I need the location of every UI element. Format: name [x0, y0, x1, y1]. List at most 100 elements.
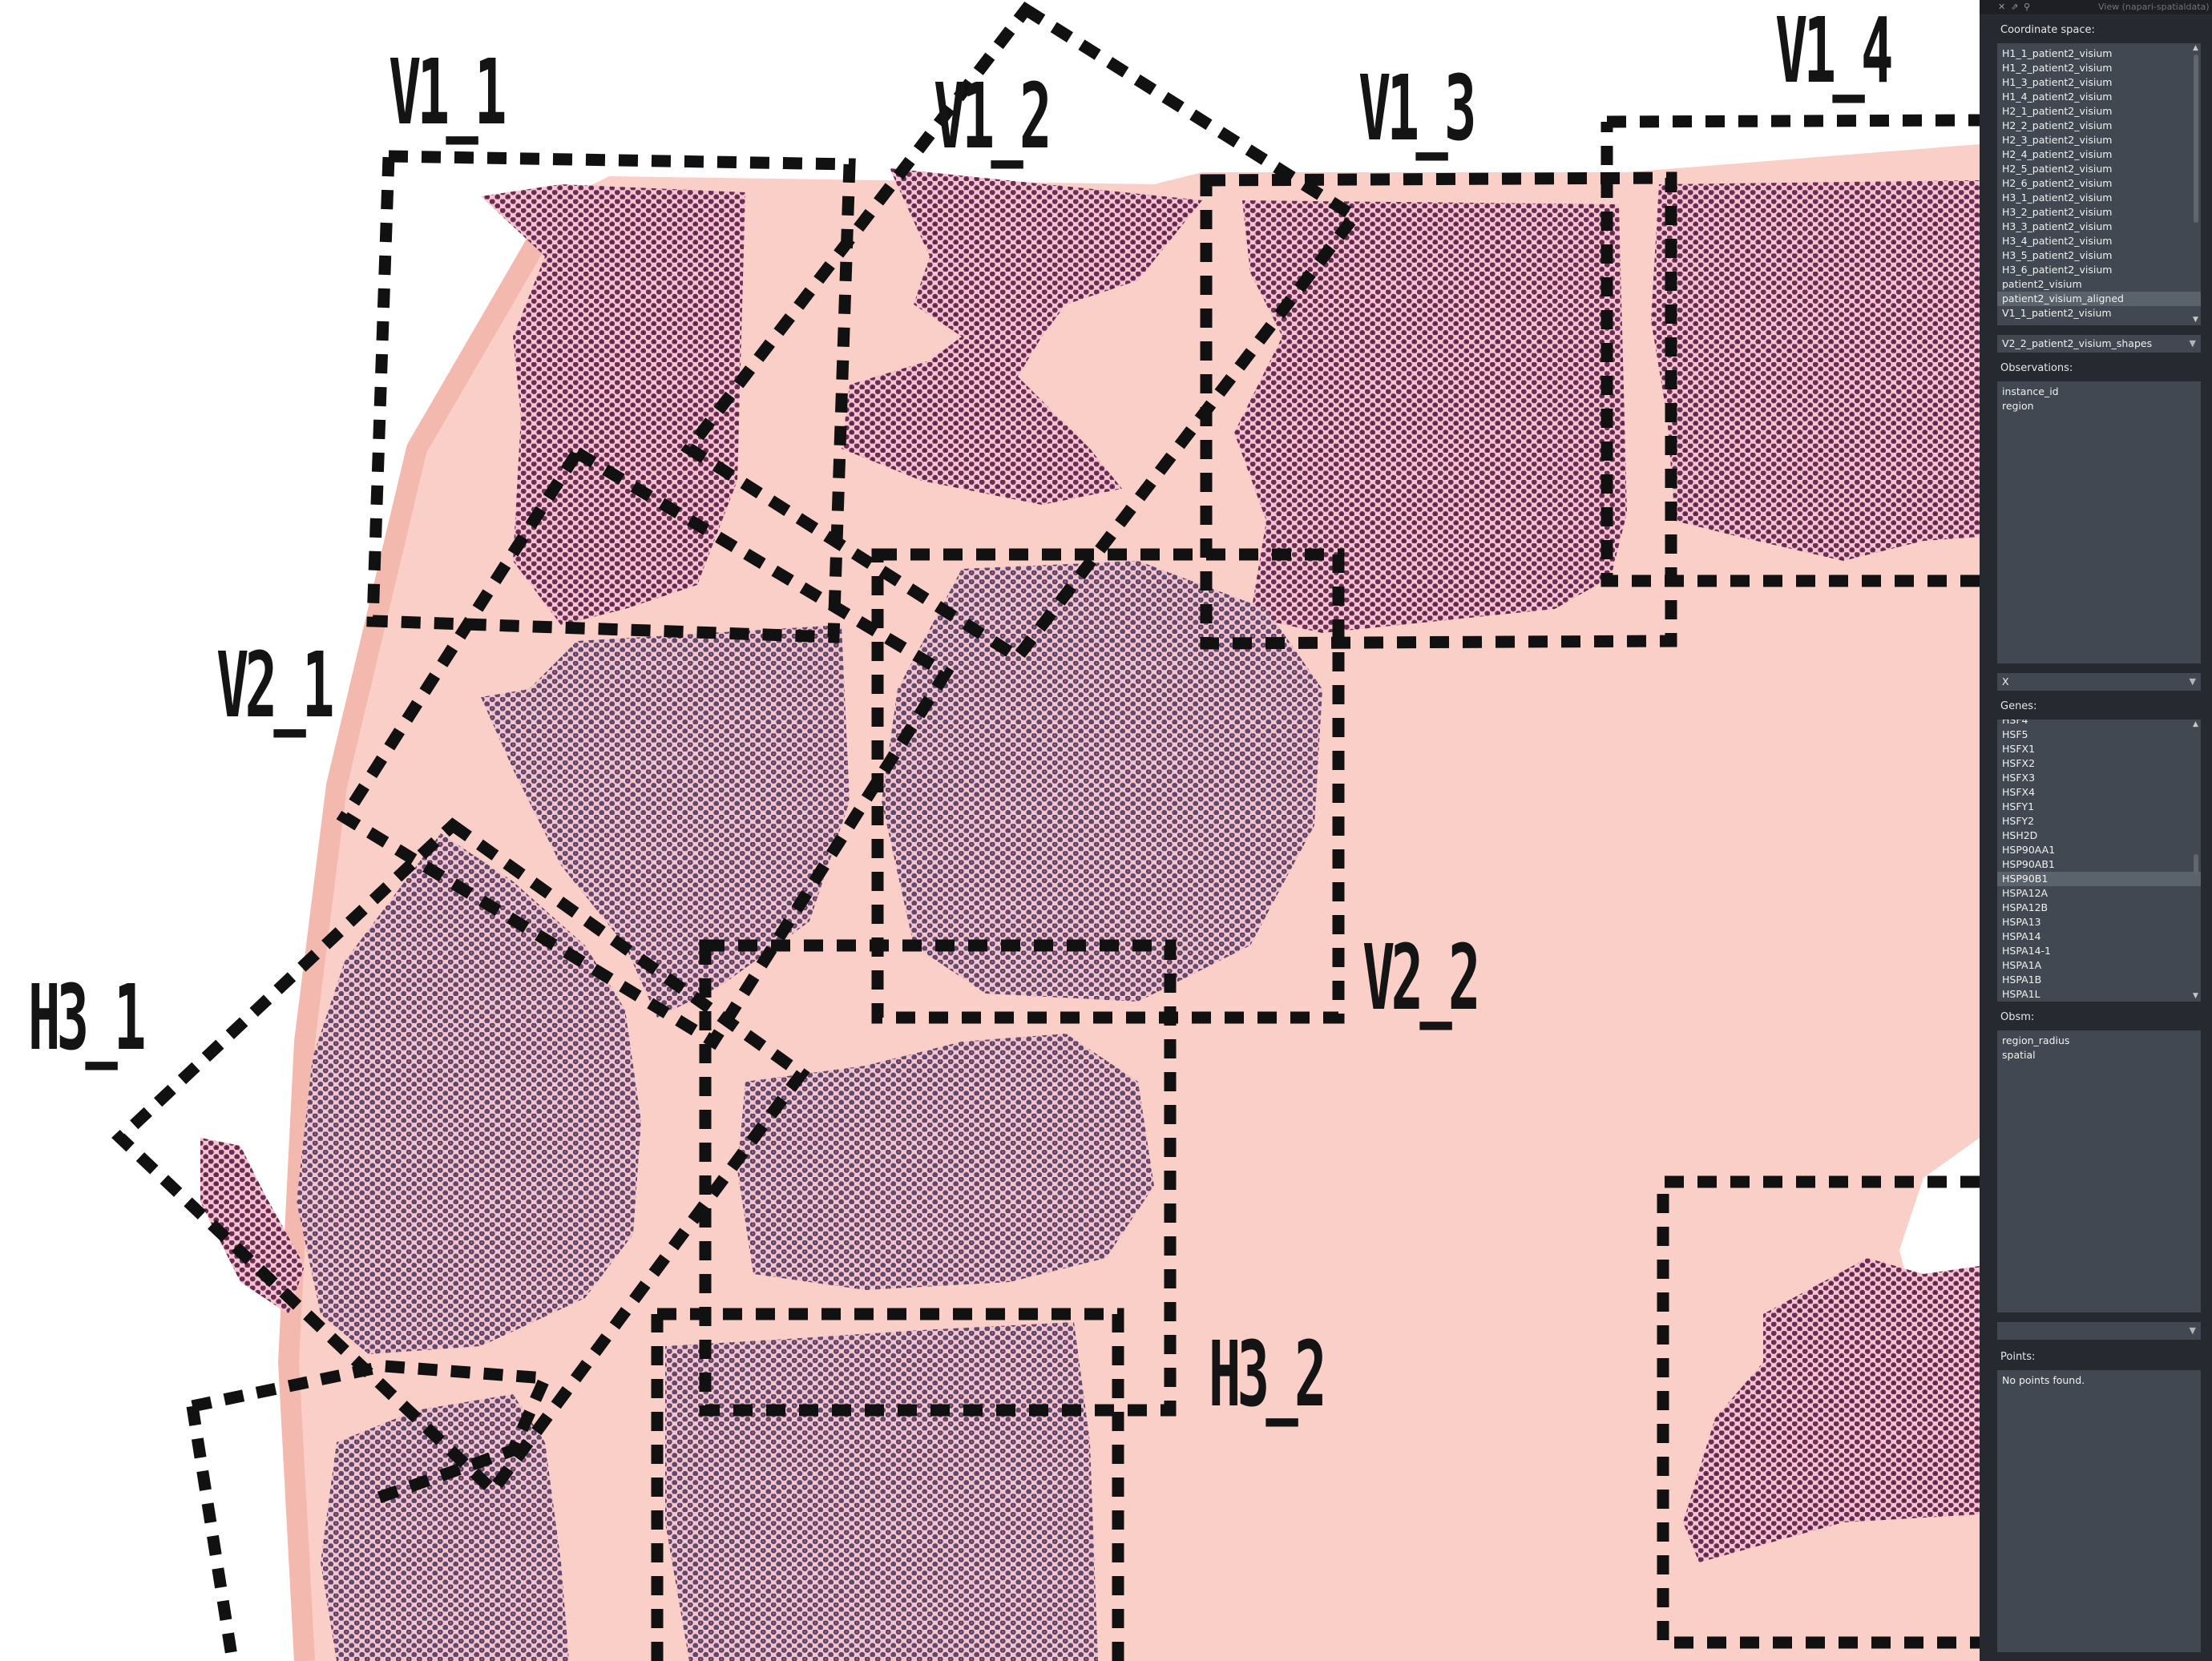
list-item[interactable]: HSP90AB1	[2002, 858, 2055, 870]
chevron-down-icon: ▼	[2189, 1325, 2196, 1336]
spot-cluster-v1-3	[1234, 200, 1627, 633]
list-item[interactable]: H3_3_patient2_visium	[2002, 220, 2113, 232]
list-item[interactable]: H2_4_patient2_visium	[2002, 148, 2113, 160]
list-item[interactable]: H3_6_patient2_visium	[2002, 264, 2113, 276]
spot-cluster-v2-1	[481, 625, 850, 1018]
list-item[interactable]: H3_4_patient2_visium	[2002, 235, 2113, 247]
list-item[interactable]: HSPA1B	[2002, 974, 2042, 986]
list-item[interactable]: HSF4	[2002, 720, 2028, 726]
list-item[interactable]: HSPA14	[2002, 930, 2041, 942]
outline-v1-2[interactable]	[680, 2, 1363, 666]
list-item[interactable]: HSFY2	[2002, 815, 2035, 827]
list-item[interactable]: patient2_visium_aligned	[1997, 292, 2201, 306]
coordinate-space-label: Coordinate space:	[2000, 24, 2095, 36]
outline-bottom-center[interactable]	[651, 1308, 1124, 1661]
list-item[interactable]: HSPA12B	[2002, 901, 2049, 913]
outline-h3-1[interactable]	[111, 817, 810, 1500]
list-item[interactable]: instance_id	[2002, 385, 2059, 397]
outline-h3-2[interactable]	[699, 939, 1177, 1417]
chevron-down-icon: ▼	[2189, 338, 2196, 349]
points-select[interactable]: ▼	[1997, 1322, 2201, 1340]
list-item[interactable]: H2_5_patient2_visium	[2002, 163, 2113, 175]
list-item[interactable]: H2_1_patient2_visium	[2002, 105, 2113, 117]
outline-v1-3[interactable]	[1200, 171, 1677, 650]
coordinate-space-list[interactable]: H1_1_patient2_visium H1_2_patient2_visium…	[1997, 43, 2201, 325]
label-v1-3: V1_3	[1358, 57, 1476, 161]
dock-titlebar: ✕ ⇗ ⚲ View (napari-spatialdata)	[1980, 0, 2212, 14]
spot-cluster-h3-2	[737, 1034, 1154, 1290]
list-item[interactable]: H3_5_patient2_visium	[2002, 249, 2113, 261]
outline-v2-2[interactable]	[871, 548, 1345, 1024]
list-item[interactable]: No points found.	[2002, 1374, 2085, 1386]
outline-v1-1[interactable]	[366, 150, 856, 643]
list-item[interactable]: HSP90B1	[1997, 872, 2201, 886]
close-icon[interactable]: ✕	[1998, 2, 2006, 12]
list-item[interactable]: region	[2002, 400, 2034, 412]
list-item[interactable]: HSFX3	[2002, 772, 2036, 784]
list-item[interactable]: HSFX4	[2002, 786, 2036, 798]
scroll-up-icon[interactable]: ▲	[2193, 44, 2198, 52]
list-item[interactable]: HSPA13	[2002, 916, 2041, 928]
list-item[interactable]: H1_1_patient2_visium	[2002, 47, 2113, 59]
outline-v2-1[interactable]	[336, 444, 955, 1050]
list-item[interactable]: H3_1_patient2_visium	[2002, 191, 2113, 204]
label-h3-1: H3_1	[28, 966, 146, 1070]
list-item[interactable]: HSPA14-1	[2002, 945, 2051, 957]
spot-cluster-bottom-left	[321, 1394, 569, 1661]
list-item[interactable]: region_radius	[2002, 1034, 2070, 1046]
search-icon[interactable]: ⚲	[2024, 2, 2031, 12]
shapes-select-value: V2_2_patient2_visium_shapes	[2002, 337, 2153, 349]
tissue-view[interactable]	[0, 0, 1980, 1661]
list-item[interactable]: HSPA1L	[2002, 988, 2040, 1000]
layer-select[interactable]: X ▼	[1997, 673, 2201, 691]
outline-v1-4[interactable]	[1600, 114, 1980, 587]
genes-scrollbar[interactable]: ▲ ▼	[2193, 720, 2199, 1002]
spot-cluster-v1-2	[842, 168, 1202, 505]
spot-cluster-v2-2	[882, 561, 1322, 1002]
label-v2-2: V2_2	[1362, 926, 1480, 1030]
list-item[interactable]: HSFX1	[2002, 743, 2036, 755]
list-item[interactable]: HSP90AA1	[2002, 844, 2056, 856]
list-item[interactable]: H1_4_patient2_visium	[2002, 91, 2113, 103]
list-item[interactable]: HSF5	[2002, 728, 2028, 740]
layer-select-value: X	[2002, 675, 2009, 687]
list-item[interactable]: H1_3_patient2_visium	[2002, 76, 2113, 88]
list-item[interactable]: HSPA12A	[2002, 887, 2049, 899]
label-v1-1: V1_1	[389, 41, 507, 145]
list-item[interactable]: H2_2_patient2_visium	[2002, 119, 2113, 131]
spot-cluster-h3-1	[297, 833, 641, 1354]
list-item[interactable]: spatial	[2002, 1049, 2036, 1061]
outline-bottom-left[interactable]	[186, 1360, 555, 1661]
points-list[interactable]: No points found.	[1997, 1370, 2201, 1652]
spot-cluster-v1-4	[1651, 180, 1980, 561]
image-canvas[interactable]: V1_1 V1_2 V1_3 V1_4 V2_1 V2_2 H3_1 H3_2	[0, 0, 1980, 1661]
spatialdata-view-panel: ✕ ⇗ ⚲ View (napari-spatialdata) Coordina…	[1980, 0, 2212, 1661]
outline-bottom-right[interactable]	[1657, 1175, 1980, 1649]
list-item[interactable]: H1_2_patient2_visium	[2002, 62, 2113, 74]
observations-label: Observations:	[2000, 362, 2073, 374]
list-item[interactable]: HSH2D	[2002, 829, 2038, 841]
scroll-down-icon[interactable]: ▼	[2193, 316, 2198, 324]
list-item[interactable]: H3_2_patient2_visium	[2002, 206, 2113, 218]
genes-list[interactable]: HSF4 HSF5 HSFX1 HSFX2 HSFX3 HSFX4 HSFY1 HSFY2 HS…	[1997, 720, 2201, 1002]
list-item[interactable]: H2_3_patient2_visium	[2002, 134, 2113, 146]
list-item[interactable]: HSFY1	[2002, 800, 2035, 812]
list-item[interactable]: H2_6_patient2_visium	[2002, 177, 2113, 189]
list-item[interactable]: V1_1_patient2_visium	[2002, 307, 2112, 319]
list-item[interactable]: HSFX2	[2002, 757, 2036, 769]
shapes-select[interactable]: V2_2_patient2_visium_shapes ▼	[1997, 335, 2201, 353]
genes-label: Genes:	[2000, 700, 2037, 712]
list-item[interactable]: patient2_visium	[2002, 278, 2082, 290]
scroll-down-icon[interactable]: ▼	[2193, 992, 2198, 1000]
float-icon[interactable]: ⇗	[2011, 2, 2019, 12]
spot-cluster-h3-1-tail	[200, 1138, 305, 1314]
spot-cluster-bottom-center	[665, 1322, 1098, 1661]
coordinate-space-scrollbar[interactable]: ▲ ▼	[2193, 43, 2199, 325]
scroll-up-icon[interactable]: ▲	[2193, 720, 2198, 728]
label-v1-2: V1_2	[934, 65, 1052, 169]
region-outlines	[111, 2, 1980, 1661]
points-label: Points:	[2000, 1351, 2036, 1363]
list-item[interactable]: HSPA1A	[2002, 959, 2042, 971]
